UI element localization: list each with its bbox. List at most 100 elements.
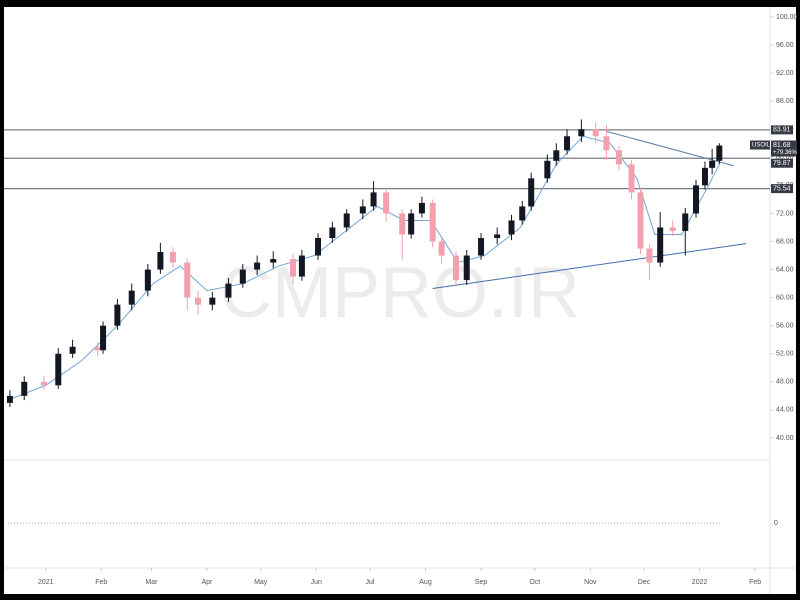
level-label: 79.87	[773, 160, 791, 167]
candle-body	[478, 237, 485, 256]
candle-body	[578, 129, 585, 137]
candle-body	[646, 248, 653, 263]
candle-body	[144, 269, 151, 291]
candle-body	[716, 145, 723, 161]
candle-body	[709, 160, 716, 168]
candle-body	[418, 202, 425, 214]
candle-body	[370, 192, 377, 207]
candle-body	[128, 290, 135, 305]
candle-body	[169, 252, 176, 263]
level-label-box	[771, 125, 793, 135]
x-tick-label: Jul	[366, 579, 375, 586]
x-tick-label: Feb	[749, 579, 761, 586]
y-tick-label: 48.00	[776, 379, 794, 386]
chart-background	[4, 7, 796, 594]
candle-body	[628, 164, 635, 193]
y-tick-label: 68.00	[776, 238, 794, 245]
y-tick-label: 72.00	[776, 210, 794, 217]
candle-body	[239, 269, 246, 284]
candle-body	[682, 213, 689, 231]
candle-body	[657, 227, 664, 263]
x-tick-label: Apr	[202, 579, 214, 586]
y-tick-label: 52.00	[776, 351, 794, 358]
y-tick-label: 64.00	[776, 266, 794, 273]
x-tick-label: 2021	[38, 579, 54, 586]
candle-body	[343, 213, 350, 228]
candle-body	[528, 178, 535, 207]
candle-body	[40, 381, 47, 386]
y-tick-label: 44.00	[776, 407, 794, 414]
candle-body	[519, 206, 526, 221]
level-label-box	[771, 158, 793, 168]
candle-body	[254, 262, 261, 270]
candle-body	[452, 255, 459, 281]
level-label-box	[771, 184, 793, 194]
candle-body	[184, 262, 191, 298]
candle-body	[69, 346, 76, 354]
x-tick-label: Dec	[638, 579, 651, 586]
x-tick-label: Aug	[419, 579, 432, 586]
y-tick-label: 96.00	[776, 42, 794, 49]
candle-body	[592, 129, 599, 137]
candle-body	[615, 150, 622, 165]
candle-body	[289, 259, 296, 277]
x-tick-label: May	[254, 579, 268, 586]
y-tick-label: 40.00	[776, 435, 794, 442]
y-tick-label: 92.00	[776, 70, 794, 77]
candle-body	[195, 297, 202, 305]
symbol-label: USOIL	[752, 143, 771, 149]
indicator-tick-label: 0	[774, 520, 778, 527]
x-tick-label: 2022	[692, 579, 708, 586]
candle-body	[603, 136, 610, 151]
last-price-label: 81.68	[773, 142, 791, 149]
candle-body	[298, 255, 305, 277]
y-tick-label: 88.00	[776, 98, 794, 105]
price-box	[771, 140, 797, 157]
candle-body	[383, 192, 390, 214]
candle-body	[669, 227, 676, 231]
candle-body	[553, 150, 560, 161]
candle-body	[55, 353, 62, 386]
candle-body	[100, 325, 107, 351]
candle-body	[494, 234, 501, 238]
level-label: 75.54	[773, 185, 791, 192]
symbol-box	[750, 140, 770, 150]
y-tick-label: 60.00	[776, 294, 794, 301]
candle-body	[637, 192, 644, 249]
candle-body	[564, 136, 571, 151]
y-tick-label: 100.00	[776, 14, 798, 21]
change-label: +79.36%	[773, 150, 798, 156]
candle-body	[359, 206, 366, 214]
candle-body	[693, 185, 700, 214]
x-tick-label: Nov	[584, 579, 597, 586]
x-tick-label: Mar	[145, 579, 158, 586]
candle-body	[209, 297, 216, 305]
candle-body	[408, 213, 415, 235]
x-tick-label: Sep	[475, 579, 488, 586]
candle-body	[94, 346, 101, 351]
candle-body	[544, 160, 551, 179]
candle-body	[438, 241, 445, 256]
watermark: CMPRO.IR	[220, 253, 580, 333]
candle-body	[114, 304, 121, 326]
candle-body	[329, 227, 336, 238]
candle-body	[399, 213, 406, 235]
x-tick-label: Jun	[311, 579, 322, 586]
y-tick-label: 56.00	[776, 323, 794, 330]
trendline	[432, 243, 747, 290]
candle-body	[157, 252, 164, 270]
candle-body	[225, 283, 232, 298]
candle-body	[6, 395, 13, 403]
y-tick-label: 80.00	[776, 154, 794, 161]
x-tick-label: Oct	[529, 579, 540, 586]
candle-body	[315, 237, 322, 256]
candle-body	[701, 167, 708, 186]
candle-body	[463, 255, 470, 281]
x-tick-label: Feb	[95, 579, 107, 586]
candle-body	[270, 259, 277, 263]
candle-body	[21, 381, 28, 396]
candle-body	[508, 220, 515, 235]
candle-body	[429, 202, 436, 242]
